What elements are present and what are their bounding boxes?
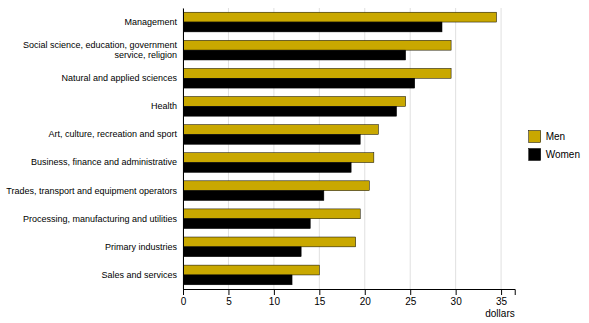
x-tick: 15	[314, 289, 326, 307]
plot: 0 5 10 15 20 25 30 35 Sales and services Primary …	[6, 8, 515, 319]
bar	[183, 125, 378, 135]
x-axis-title: dollars	[485, 308, 514, 319]
y-axis-line	[183, 9, 184, 290]
legend: Men Women	[529, 131, 580, 161]
y-tick-label: Business, finance and administrative	[31, 157, 177, 167]
bar	[183, 22, 442, 32]
bar	[183, 78, 415, 88]
bar	[183, 50, 406, 60]
x-tick-mark	[456, 289, 457, 295]
bars	[183, 12, 497, 285]
bar	[183, 68, 451, 78]
y-tick: Primary industries	[105, 242, 178, 252]
x-tick: 30	[451, 289, 463, 307]
x-tick-label: 10	[269, 296, 281, 307]
bar	[183, 237, 356, 247]
x-tick-label: 25	[405, 296, 417, 307]
grid-line	[501, 8, 502, 289]
bar	[183, 219, 310, 229]
y-tick: Trades, transport and equipment operator…	[6, 186, 177, 196]
x-tick-label: 15	[314, 296, 326, 307]
x-tick: 0	[181, 289, 187, 307]
legend-item: Men	[529, 131, 565, 143]
legend-label: Women	[546, 149, 580, 160]
x-tick-mark	[319, 289, 320, 295]
bar	[183, 153, 374, 163]
chart: 0 5 10 15 20 25 30 35 Sales and services Primary …	[0, 0, 589, 323]
y-tick: Processing, manufacturing and utilities	[23, 214, 178, 224]
legend-item: Women	[529, 149, 580, 161]
bar	[183, 181, 369, 191]
y-tick: Health	[151, 101, 177, 111]
y-tick: Sales and services	[101, 270, 177, 280]
x-tick-label: 20	[360, 296, 372, 307]
x-tick: 35	[496, 289, 508, 307]
x-tick: 10	[269, 289, 281, 307]
x-tick: 5	[226, 289, 232, 307]
y-tick: Management	[124, 17, 177, 27]
x-tick-mark	[274, 289, 275, 295]
x-tick-label: 35	[496, 296, 508, 307]
bar	[183, 209, 360, 219]
bar	[183, 12, 497, 22]
y-tick-label: Sales and services	[101, 270, 177, 280]
x-tick-mark	[410, 289, 411, 295]
y-tick: Social science, education, governmentser…	[23, 40, 178, 60]
bar	[183, 265, 319, 275]
x-tick-mark	[501, 289, 502, 295]
x-tick-label: 30	[451, 296, 463, 307]
y-tick-label: Social science, education, governmentser…	[23, 40, 178, 60]
y-tick-label: Art, culture, recreation and sport	[48, 129, 177, 139]
bar	[183, 275, 292, 285]
bar	[183, 163, 351, 173]
x-axis-line	[184, 290, 516, 296]
bar	[183, 40, 451, 50]
y-tick-label: Natural and applied sciences	[61, 73, 177, 83]
x-axis: 0 5 10 15 20 25 30 35	[181, 289, 516, 307]
y-tick: Natural and applied sciences	[61, 73, 177, 83]
y-axis: Sales and services Primary industries Proc…	[6, 9, 183, 290]
y-tick-label: Health	[151, 101, 177, 111]
y-tick-label: Processing, manufacturing and utilities	[23, 214, 178, 224]
grid	[183, 8, 501, 289]
y-tick-label: Management	[124, 17, 177, 27]
x-tick-mark	[228, 289, 229, 295]
grid-line	[455, 8, 456, 289]
x-tick-label: 0	[181, 296, 187, 307]
x-tick-mark	[365, 289, 366, 295]
bar	[183, 134, 360, 144]
x-tick: 25	[405, 289, 417, 307]
legend-swatch	[529, 149, 541, 161]
y-tick: Business, finance and administrative	[31, 157, 177, 167]
x-tick-label: 5	[226, 296, 232, 307]
y-tick-label: Primary industries	[105, 242, 178, 252]
x-tick: 20	[360, 289, 372, 307]
legend-swatch	[529, 131, 541, 143]
x-tick-mark	[183, 289, 184, 295]
bar	[183, 97, 406, 107]
bar	[183, 247, 301, 257]
grid-line	[183, 8, 184, 289]
legend-label: Men	[546, 131, 565, 142]
y-tick: Art, culture, recreation and sport	[48, 129, 177, 139]
bar	[183, 191, 324, 201]
y-tick-label: Trades, transport and equipment operator…	[6, 186, 177, 196]
bar	[183, 106, 397, 116]
